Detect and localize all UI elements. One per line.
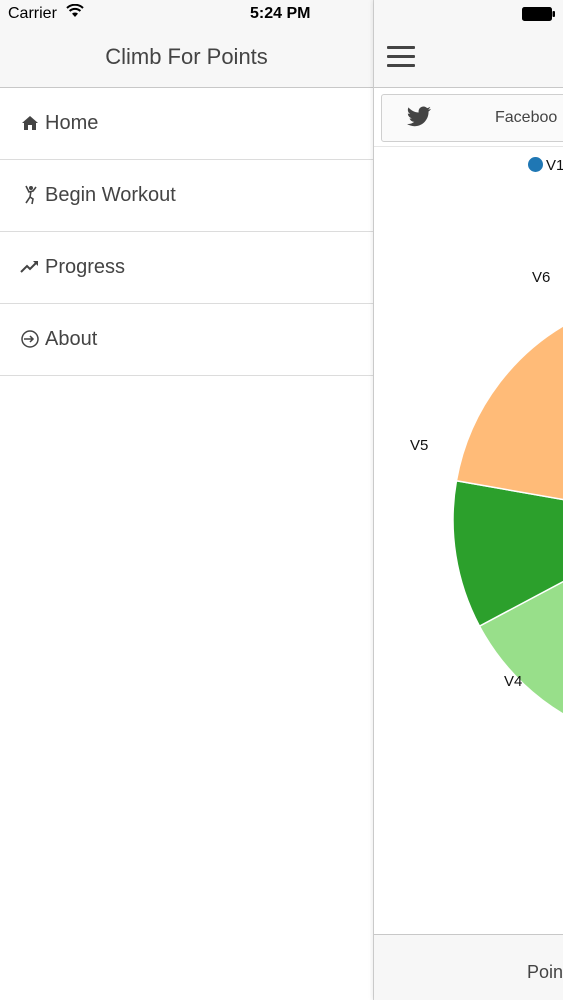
wifi-icon [66,4,84,17]
trending-up-icon [20,261,38,273]
footer-label[interactable]: Poin [527,962,563,982]
menu-item-home[interactable]: Home [0,88,373,160]
pie-chart: V6 V5 V4 [410,269,563,715]
menu-title: Climb For Points [105,44,268,69]
battery-icon [522,7,555,21]
menu-item-label: Home [45,112,99,134]
menu-item-label: Progress [45,256,126,278]
twitter-icon[interactable] [406,105,432,129]
content-panel: Faceboo V1 V6 V5 V4 Poin [374,0,563,1000]
menu-item-about[interactable]: About [0,304,373,376]
carrier-label: Carrier [8,5,57,22]
pie-slice-v6 [478,580,563,715]
legend-swatch [528,157,543,172]
menu-header: Climb For Points [0,0,373,88]
facebook-share-label[interactable]: Faceboo [495,109,558,126]
clock: 5:24 PM [250,5,311,22]
menu-item-progress[interactable]: Progress [0,232,373,304]
menu-item-label: About [45,328,98,350]
pie-slice-v5 [452,479,563,628]
legend-item: V1 [528,157,563,174]
slice-label-v6: V6 [532,269,550,286]
slice-label-v5: V5 [410,437,428,454]
menu-list: Home Begin Workout Progress About [0,88,373,376]
pie-slice-v4 [455,325,563,501]
divider [374,146,563,147]
menu-item-begin-workout[interactable]: Begin Workout [0,160,373,232]
menu-item-label: Begin Workout [45,184,176,206]
hamburger-icon[interactable] [387,44,415,68]
share-bar: Faceboo [381,94,563,142]
climber-icon [25,185,37,205]
slice-label-v4: V4 [504,673,522,690]
content-footer: Poin [374,934,563,1000]
sign-in-icon [21,330,39,348]
home-icon [22,116,38,130]
side-menu: Climb For Points Home Begin Workout Prog… [0,0,374,1000]
legend-label: V1 [546,157,563,174]
status-bar: Carrier 5:24 PM [0,0,563,28]
